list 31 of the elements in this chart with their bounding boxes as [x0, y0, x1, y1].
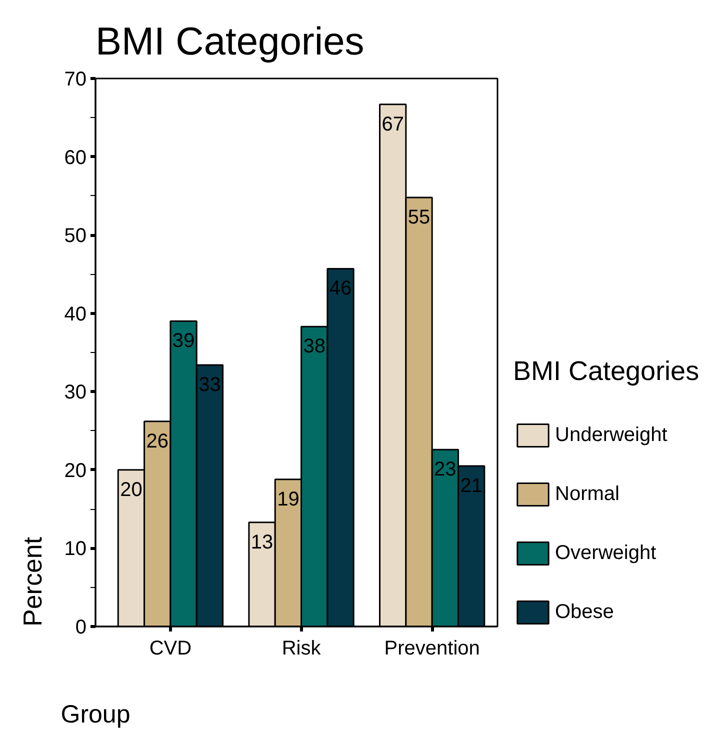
data-label: 33 — [198, 374, 221, 396]
x-tick-label: CVD — [149, 638, 192, 660]
y-tick-label: 10 — [64, 538, 87, 560]
data-label: 13 — [250, 531, 274, 554]
legend-title: BMI Categories — [513, 356, 700, 387]
x-axis-title: Group — [60, 700, 130, 728]
legend-label: Obese — [555, 600, 614, 624]
data-label: 67 — [382, 113, 404, 136]
data-label: 46 — [329, 278, 352, 300]
y-tick-label: 0 — [75, 616, 86, 638]
data-label: 26 — [146, 430, 169, 452]
data-label: 23 — [434, 458, 456, 481]
legend-label: Overweight — [555, 540, 656, 566]
x-tick-label: Risk — [282, 638, 322, 660]
y-tick-label: 50 — [64, 225, 87, 248]
data-label: 21 — [460, 475, 482, 498]
data-label: 55 — [408, 206, 430, 228]
y-tick-label: 30 — [64, 382, 87, 404]
data-label: 38 — [303, 336, 326, 358]
data-label: 39 — [172, 330, 195, 352]
y-tick-label: 40 — [64, 303, 87, 326]
data-label: 19 — [277, 488, 300, 510]
legend-label: Normal — [555, 482, 620, 506]
legend-label: Underweight — [555, 422, 668, 448]
y-tick-label: 70 — [64, 68, 87, 90]
y-tick-label: 60 — [64, 146, 87, 169]
y-axis-title: Percent — [18, 536, 48, 626]
data-label: 20 — [120, 478, 142, 501]
x-tick-label: Prevention — [384, 638, 480, 660]
chart-title: BMI Categories — [96, 20, 364, 64]
y-tick-label: 20 — [64, 460, 87, 482]
